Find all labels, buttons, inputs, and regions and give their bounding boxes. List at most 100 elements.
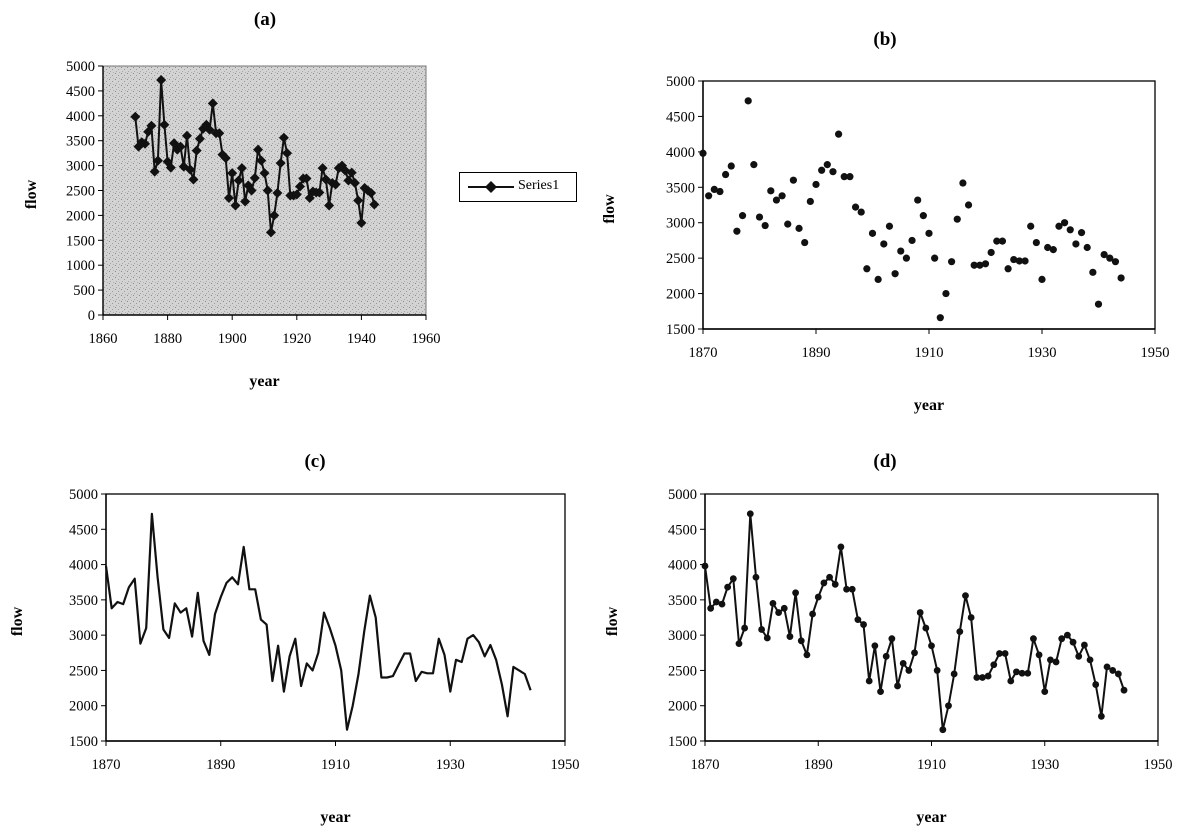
- data-point-marker: [1120, 686, 1128, 694]
- data-point-marker: [301, 173, 312, 184]
- data-point-marker: [1064, 631, 1071, 639]
- data-point-marker: [230, 200, 241, 211]
- data-point-marker: [801, 238, 809, 247]
- y-axis-label: flow: [23, 179, 40, 209]
- data-point-marker: [185, 164, 196, 175]
- data-point-marker: [175, 141, 186, 152]
- y-tick-label: 3000: [69, 628, 98, 644]
- data-point-marker: [1114, 670, 1122, 678]
- data-point-marker: [885, 222, 894, 230]
- y-tick-label: 3000: [666, 216, 695, 232]
- data-point-marker: [758, 626, 766, 633]
- x-tick-label: 1910: [915, 345, 944, 361]
- chart-title: (d): [873, 451, 896, 472]
- data-point-marker: [767, 187, 775, 195]
- data-point-marker: [1024, 669, 1032, 677]
- data-point-marker: [763, 634, 771, 642]
- data-point-marker: [979, 674, 986, 681]
- data-point-marker: [877, 688, 884, 695]
- data-point-marker: [220, 153, 231, 164]
- data-point-marker: [330, 179, 341, 190]
- data-point-marker: [349, 178, 360, 189]
- data-point-marker: [1032, 238, 1040, 247]
- data-point-marker: [1092, 681, 1100, 688]
- x-axis-label: year: [914, 397, 944, 414]
- data-point-marker: [936, 314, 944, 322]
- data-point-marker: [950, 670, 958, 678]
- x-tick-label: 1930: [1030, 757, 1059, 773]
- data-point-marker: [945, 702, 952, 710]
- data-point-marker: [1072, 240, 1080, 248]
- y-tick-label: 4500: [69, 522, 98, 538]
- y-tick-label: 3500: [69, 593, 98, 609]
- data-point-marker: [851, 203, 860, 211]
- data-point-marker: [278, 132, 289, 143]
- y-tick-label: 3000: [668, 628, 697, 644]
- data-point-marker: [1055, 222, 1063, 230]
- y-tick-label: 2500: [666, 251, 695, 267]
- data-point-marker: [227, 168, 238, 179]
- data-point-marker: [194, 133, 205, 144]
- data-point-marker: [1100, 251, 1108, 259]
- data-point-marker: [269, 210, 280, 221]
- x-axis-label: year: [249, 373, 279, 390]
- data-point-marker: [962, 592, 969, 600]
- data-point-marker: [246, 185, 257, 196]
- data-point-marker: [1021, 257, 1029, 265]
- data-point-marker: [976, 261, 984, 269]
- y-tick-label: 2000: [666, 287, 695, 303]
- data-point-marker: [860, 621, 867, 628]
- data-point-marker: [973, 674, 981, 681]
- data-point-marker: [291, 189, 302, 200]
- data-point-marker: [733, 227, 741, 235]
- x-tick-label: 1870: [92, 757, 121, 773]
- y-tick-label: 1500: [66, 233, 95, 249]
- data-point-marker: [207, 98, 218, 109]
- data-point-marker: [712, 598, 720, 606]
- x-axis-label: year: [916, 809, 946, 826]
- data-point-marker: [152, 155, 163, 166]
- data-point-marker: [857, 208, 865, 216]
- x-tick-label: 1870: [691, 757, 720, 773]
- data-point-marker: [1047, 656, 1054, 664]
- data-point-marker: [981, 260, 990, 268]
- data-point-marker: [854, 616, 862, 624]
- x-tick-label: 1950: [1141, 345, 1170, 361]
- data-point-marker: [814, 593, 822, 601]
- data-point-marker: [942, 289, 950, 298]
- x-tick-label: 1950: [551, 757, 580, 773]
- data-point-marker: [259, 168, 270, 179]
- data-point-marker: [369, 199, 380, 210]
- legend-marker-icon: [468, 181, 514, 193]
- data-point-marker: [784, 220, 792, 228]
- data-point-marker: [789, 176, 798, 184]
- data-point-marker: [707, 604, 715, 612]
- data-point-marker: [908, 236, 916, 245]
- data-point-marker: [201, 119, 212, 130]
- data-point-marker: [755, 213, 764, 221]
- data-point-marker: [236, 163, 247, 174]
- data-point-marker: [149, 166, 160, 177]
- y-tick-label: 1500: [69, 734, 98, 750]
- data-point-marker: [933, 667, 941, 674]
- x-tick-label: 1900: [218, 331, 247, 347]
- data-point-marker: [1117, 274, 1125, 282]
- y-tick-label: 4000: [69, 558, 98, 574]
- data-point-marker: [931, 254, 939, 262]
- data-point-marker: [1027, 222, 1035, 230]
- data-point-marker: [888, 635, 896, 643]
- data-point-marker: [843, 585, 850, 593]
- y-tick-label: 3000: [66, 159, 95, 175]
- y-tick-label: 1500: [666, 322, 695, 338]
- x-tick-label: 1930: [436, 757, 465, 773]
- data-point-marker: [959, 179, 967, 187]
- y-tick-label: 2000: [69, 699, 98, 715]
- x-tick-label: 1930: [1028, 345, 1057, 361]
- y-tick-label: 3500: [666, 180, 695, 196]
- data-point-marker: [741, 624, 749, 632]
- data-point-marker: [1030, 635, 1037, 643]
- y-tick-label: 2500: [66, 184, 95, 200]
- data-point-marker: [716, 187, 724, 196]
- data-point-marker: [1038, 275, 1046, 283]
- data-point-marker: [1111, 258, 1120, 266]
